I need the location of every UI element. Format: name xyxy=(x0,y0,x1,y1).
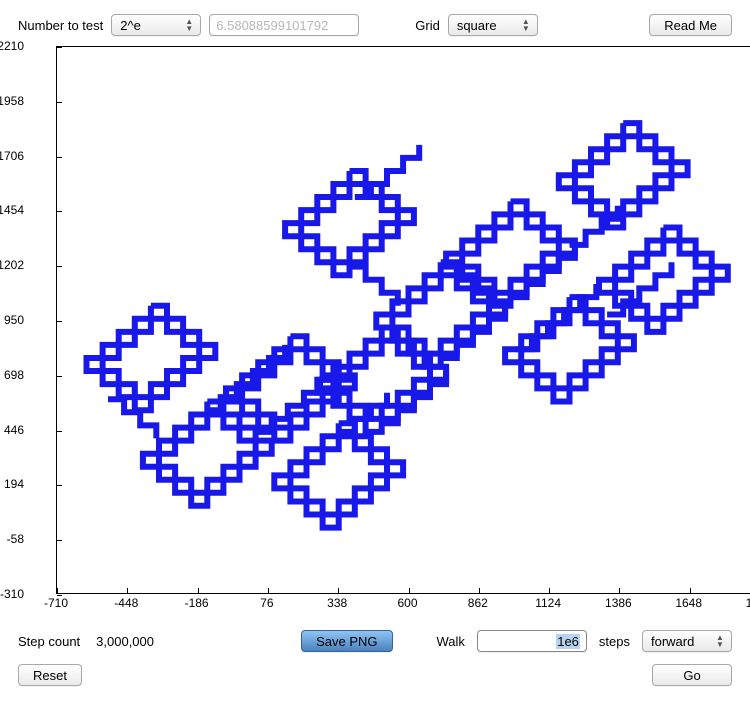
step-count-value: 3,000,000 xyxy=(96,634,154,649)
x-tick-label: 600 xyxy=(397,596,417,610)
y-tick-label: 1202 xyxy=(0,258,24,272)
grid-select[interactable]: square ▲▼ xyxy=(448,14,538,36)
reset-button[interactable]: Reset xyxy=(18,664,82,686)
y-tick-label: 1958 xyxy=(0,94,24,108)
y-tick-label: 1706 xyxy=(0,149,24,163)
chart-area: -310-5819444669895012021454170619582210-… xyxy=(13,46,732,614)
chart-frame xyxy=(56,46,750,594)
x-tick-label: 338 xyxy=(327,596,347,610)
direction-select[interactable]: forward ▲▼ xyxy=(642,630,732,652)
walk-steps-value: 1e6 xyxy=(556,634,580,649)
x-tick-label: 862 xyxy=(468,596,488,610)
readme-button[interactable]: Read Me xyxy=(649,14,732,36)
grid-select-value: square xyxy=(457,18,497,33)
x-tick-label: -710 xyxy=(44,596,68,610)
x-tick-label: 1124 xyxy=(535,596,561,610)
chevron-updown-icon: ▲▼ xyxy=(714,631,726,651)
reset-button-label: Reset xyxy=(33,668,67,683)
walk-steps-input[interactable]: 1e6 xyxy=(477,630,587,652)
save-png-button-label: Save PNG xyxy=(316,634,377,649)
steps-label: steps xyxy=(599,634,630,649)
y-tick-label: 2210 xyxy=(0,39,24,53)
x-tick-label: 1910 xyxy=(746,596,750,610)
direction-select-value: forward xyxy=(651,634,694,649)
y-tick-label: 950 xyxy=(0,313,24,327)
number-value-field[interactable]: 6.58088599101792 xyxy=(209,14,359,36)
x-tick-label: 1386 xyxy=(605,596,632,610)
walk-label: Walk xyxy=(437,634,465,649)
x-tick-label: 76 xyxy=(260,596,273,610)
number-to-test-label: Number to test xyxy=(18,18,103,33)
grid-label: Grid xyxy=(415,18,440,33)
save-png-button[interactable]: Save PNG xyxy=(301,630,392,652)
y-tick-label: -310 xyxy=(0,587,24,601)
step-count-label: Step count xyxy=(18,634,80,649)
y-tick-label: 446 xyxy=(0,423,24,437)
chevron-updown-icon: ▲▼ xyxy=(520,15,532,35)
go-button[interactable]: Go xyxy=(652,664,732,686)
x-tick-label: -186 xyxy=(185,596,209,610)
number-value-text: 6.58088599101792 xyxy=(216,18,328,33)
x-tick-label: -448 xyxy=(114,596,138,610)
y-tick-label: 1454 xyxy=(0,203,24,217)
readme-button-label: Read Me xyxy=(664,18,717,33)
number-select-value: 2^e xyxy=(120,18,141,33)
y-tick-label: 194 xyxy=(0,477,24,491)
number-select[interactable]: 2^e ▲▼ xyxy=(111,14,201,36)
x-tick-label: 1648 xyxy=(675,596,702,610)
y-tick-label: 698 xyxy=(0,368,24,382)
go-button-label: Go xyxy=(683,668,700,683)
chevron-updown-icon: ▲▼ xyxy=(183,15,195,35)
y-tick-label: -58 xyxy=(0,532,24,546)
walk-plot xyxy=(57,47,750,595)
